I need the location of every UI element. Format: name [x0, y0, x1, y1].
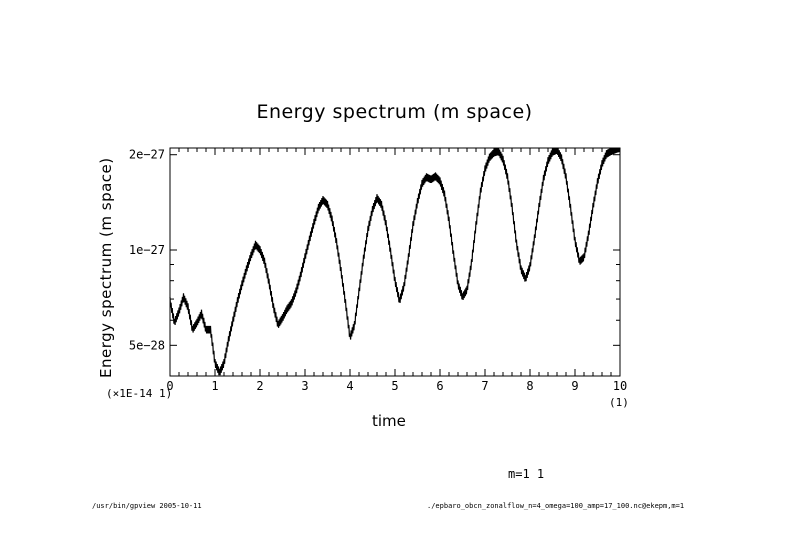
y-tick-label: 2e−27 — [129, 148, 165, 162]
chart-title: Energy spectrum (m space) — [256, 101, 533, 123]
footer-left: /usr/bin/gpview 2005-10-11 — [92, 502, 202, 510]
plot-frame — [169, 147, 621, 377]
x-tick-label: 3 — [301, 379, 308, 393]
axis-tick-labels: 0 1 2 3 4 5 6 7 8 9 10 5e−28 1e−27 2e−27 — [129, 148, 627, 393]
x-tick-label: 6 — [436, 379, 443, 393]
x-tick-label: 10 — [613, 379, 627, 393]
x-axis-label: time — [372, 412, 406, 430]
x-multiplier-label: (×1E-14 1) — [106, 387, 173, 400]
x-tick-label: 4 — [346, 379, 353, 393]
x-tick-label: 9 — [571, 379, 578, 393]
x-tick-label: 2 — [256, 379, 263, 393]
series-line — [169, 147, 621, 376]
x-unit-label: (1) — [609, 396, 629, 409]
y-axis-label: Energy spectrum (m space) — [97, 157, 115, 378]
x-tick-label: 5 — [391, 379, 398, 393]
x-tick-label: 8 — [526, 379, 533, 393]
y-tick-label: 1e−27 — [129, 243, 165, 257]
footer-right: ./epbaro_obcn_zonalflow_n=4_omega=100_am… — [427, 502, 685, 510]
mode-annotation: m=1 1 — [508, 467, 545, 481]
axis-ticks — [169, 148, 621, 377]
x-tick-label: 0 — [166, 379, 173, 393]
y-tick-label: 5e−28 — [129, 338, 165, 352]
x-tick-label: 7 — [481, 379, 488, 393]
x-tick-label: 1 — [211, 379, 218, 393]
